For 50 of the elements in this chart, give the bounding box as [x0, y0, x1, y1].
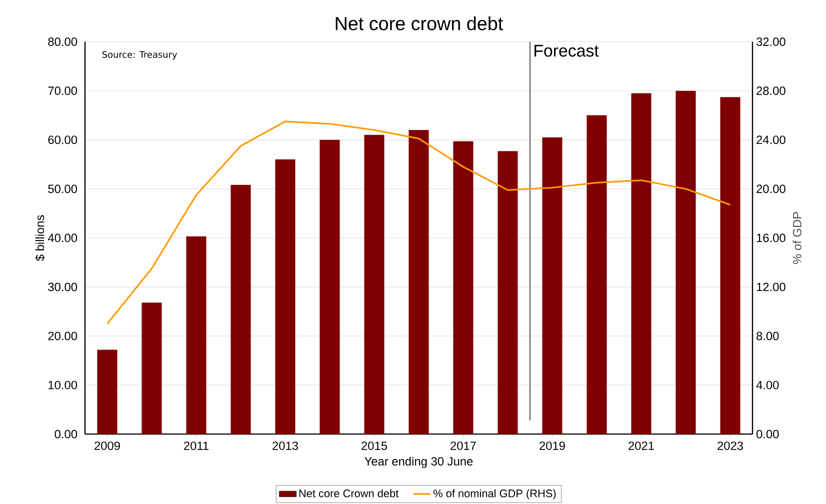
ref-line-label: Forecast [534, 45, 599, 57]
y2-tick-label: 16.00 [756, 234, 786, 242]
y-tick-label: 30.00 [48, 282, 78, 292]
bar [275, 160, 296, 434]
x-tick-label: 2015 [362, 442, 387, 450]
bar [142, 302, 162, 434]
y-tick-label: 10.00 [48, 381, 78, 390]
y2-tick-label: 32.00 [756, 38, 786, 46]
x-axis-title: Year ending 30 June [364, 457, 473, 468]
x-tick-label: 2017 [450, 442, 476, 450]
bar [186, 236, 206, 434]
legend-label: Net core Crown debt [299, 489, 399, 498]
legend-label: % of nominal GDP (RHS) [434, 489, 556, 500]
annotation: Source: Treasury [102, 51, 177, 60]
bar [498, 151, 518, 434]
x-tick-label: 2019 [540, 442, 565, 450]
y2-tick-label: 24.00 [756, 136, 786, 144]
x-tick-label: 2023 [718, 442, 743, 450]
bar [97, 350, 118, 434]
y-axis-title: $ billions [35, 215, 45, 262]
y-tick-label: 50.00 [48, 184, 78, 194]
chart-title: Net core crown debt [336, 16, 504, 30]
bar [230, 185, 251, 434]
y-tick-label: 80.00 [48, 38, 78, 46]
y-tick-label: 60.00 [48, 136, 78, 144]
y2-axis-title: % of GDP [792, 212, 802, 264]
x-tick-label: 2021 [628, 442, 654, 450]
y2-tick-label: 8.00 [756, 332, 779, 340]
y2-tick-label: 20.00 [756, 184, 786, 194]
y-tick-label: 20.00 [48, 332, 78, 340]
bar [320, 140, 340, 434]
bar [720, 97, 740, 434]
y2-tick-label: 4.00 [756, 381, 779, 390]
y-tick-label: 70.00 [48, 86, 78, 96]
x-tick-label: 2011 [184, 442, 208, 450]
x-tick-label: 2013 [272, 442, 298, 450]
bar [364, 135, 384, 434]
bar [453, 141, 474, 434]
x-tick-label: 2009 [94, 442, 120, 450]
y-tick-label: 40.00 [48, 234, 78, 242]
bar [676, 90, 696, 434]
y-tick-label: 0.00 [54, 430, 78, 438]
line-series [106, 120, 732, 325]
y2-tick-label: 0.00 [756, 430, 779, 438]
bar [542, 138, 562, 434]
y2-tick-label: 28.00 [756, 86, 786, 96]
bar [408, 130, 429, 434]
y2-tick-label: 12.00 [756, 282, 786, 292]
bar [586, 115, 607, 434]
bar [631, 93, 652, 434]
